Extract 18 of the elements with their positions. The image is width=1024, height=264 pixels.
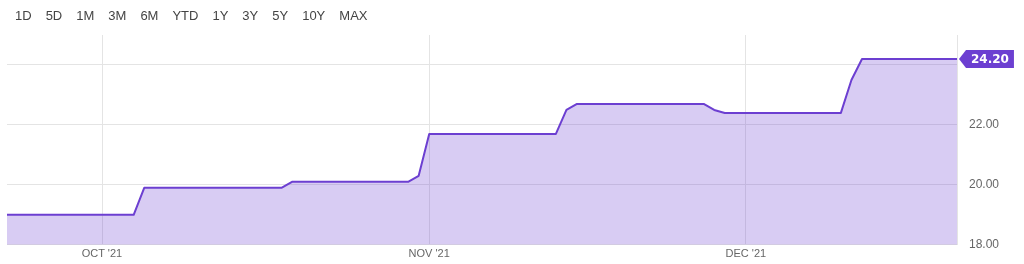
text: 5Y <box>265 8 296 23</box>
text: 3M <box>101 8 134 23</box>
x-tick-label: OCT '21 <box>81 247 123 260</box>
text: 6M <box>133 8 166 23</box>
text: MAX <box>332 8 375 23</box>
x-tick-label: DEC '21 <box>725 247 767 260</box>
y-tick-label: 20.00 <box>969 177 1000 192</box>
y-tick-label: 22.00 <box>969 117 1000 132</box>
text: 1D <box>8 8 39 23</box>
text: YTD <box>165 8 206 23</box>
text: 1Y <box>205 8 236 23</box>
annotation: 24.20 <box>971 52 1009 67</box>
text: 1M <box>69 8 102 23</box>
text: 10Y <box>295 8 333 23</box>
text: 5D <box>38 8 70 23</box>
text: 3Y <box>235 8 266 23</box>
y-tick-label: 18.00 <box>969 237 1000 252</box>
x-tick-label: NOV '21 <box>408 247 450 260</box>
